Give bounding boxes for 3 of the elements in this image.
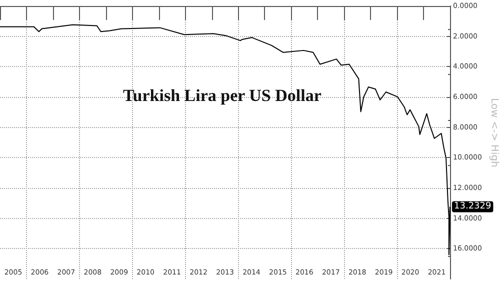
text: Low <-> High bbox=[488, 98, 500, 168]
text: Turkish Lira per US Dollar bbox=[123, 86, 322, 105]
data-label: 13.2329 bbox=[454, 202, 492, 212]
